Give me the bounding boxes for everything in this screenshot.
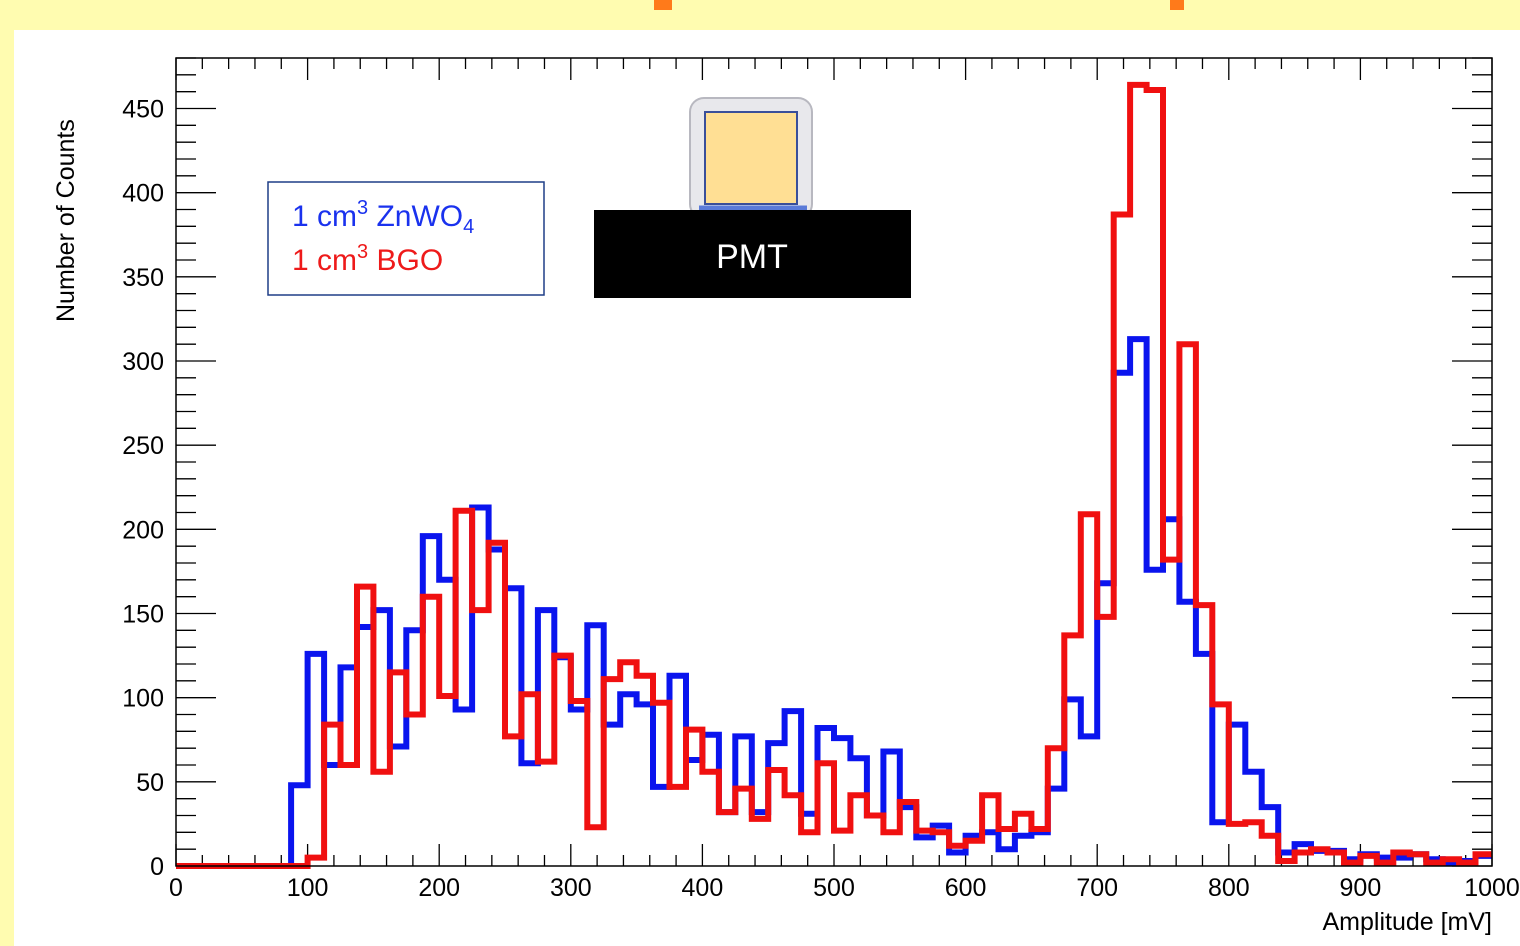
histogram-chart: 0 100 200 300 400 500 600 700 800 900 1000 0 50 100 15… xyxy=(52,57,1520,936)
x-tick-label: 100 xyxy=(287,874,329,902)
series-zno-line xyxy=(176,336,1492,869)
legend-zno-prefix: 1 cm xyxy=(292,200,357,233)
plot-canvas: 0 100 200 300 400 500 600 700 800 900 1000 0 50 100 15… xyxy=(14,30,1520,946)
orange-mark-right xyxy=(1170,0,1184,10)
y-tick-label: 50 xyxy=(136,769,164,797)
x-axis-title: Amplitude [mV] xyxy=(1322,908,1492,936)
x-tick-label: 500 xyxy=(813,874,855,902)
y-tick-label: 350 xyxy=(122,264,164,292)
y-tick-label: 100 xyxy=(122,685,164,713)
legend-entry-zno: 1 cm3 ZnWO4 xyxy=(292,197,474,238)
legend: 1 cm3 ZnWO4 1 cm3 BGO xyxy=(267,181,545,296)
crystal xyxy=(704,111,798,205)
plot-frame xyxy=(175,57,1493,867)
y-tick-label: 250 xyxy=(122,432,164,460)
x-tick-label: 0 xyxy=(169,874,183,902)
legend-bgo-main: BGO xyxy=(368,244,443,277)
legend-zno-sub: 4 xyxy=(463,216,474,238)
legend-entry-bgo: 1 cm3 BGO xyxy=(292,241,443,277)
x-tick-label: 300 xyxy=(550,874,592,902)
tick-labels: 0 100 200 300 400 500 600 700 800 900 1000 0 50 100 15… xyxy=(122,96,1520,903)
x-tick-label: 900 xyxy=(1340,874,1382,902)
y-axis-title: Number of Counts xyxy=(52,119,80,322)
legend-box xyxy=(267,181,545,296)
x-tick-label: 700 xyxy=(1076,874,1118,902)
pmt-label: PMT xyxy=(716,238,788,276)
x-tick-label: 800 xyxy=(1208,874,1250,902)
y-tick-label: 400 xyxy=(122,180,164,208)
series-layer xyxy=(176,81,1492,869)
y-tick-label: 450 xyxy=(122,96,164,124)
y-tick-label: 300 xyxy=(122,348,164,376)
legend-bgo-sup: 3 xyxy=(357,241,368,263)
series-bgo-line xyxy=(176,81,1492,869)
x-tick-label: 200 xyxy=(418,874,460,902)
pmt-block xyxy=(594,210,911,298)
legend-zno-sup: 3 xyxy=(357,197,368,219)
legend-zno-main: ZnWO xyxy=(368,200,463,233)
legend-bgo-prefix: 1 cm xyxy=(292,244,357,277)
orange-mark-left xyxy=(654,0,672,10)
x-tick-label: 1000 xyxy=(1464,874,1520,902)
x-tick-label: 600 xyxy=(945,874,987,902)
x-tick-label: 400 xyxy=(682,874,724,902)
pmt-inset: PMT xyxy=(594,97,911,298)
y-tick-label: 150 xyxy=(122,601,164,629)
y-tick-label: 0 xyxy=(150,853,164,881)
y-tick-label: 200 xyxy=(122,516,164,544)
